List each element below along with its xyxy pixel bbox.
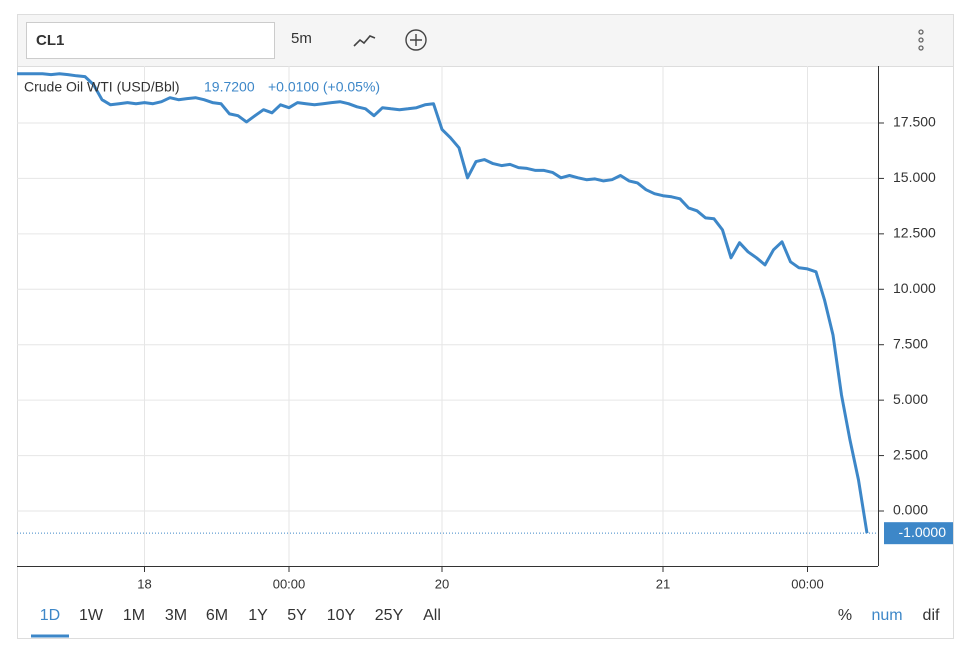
range-button[interactable]: 1M [123, 607, 145, 624]
range-button[interactable]: 6M [206, 607, 228, 624]
x-tick-label: 21 [656, 576, 670, 591]
range-button[interactable]: 3M [165, 607, 187, 624]
chart-type-icon[interactable] [353, 35, 376, 47]
legend-change: +0.0100 (+0.05%) [268, 79, 380, 95]
add-icon-plus [410, 34, 422, 46]
frame [17, 14, 954, 639]
range-button[interactable]: 10Y [327, 607, 356, 624]
y-tick-label: 17.500 [893, 114, 936, 130]
scale-mode[interactable]: num [871, 607, 902, 624]
x-tick-label: 18 [137, 576, 151, 591]
plot [17, 66, 878, 566]
range-button[interactable]: 1Y [248, 607, 268, 624]
range-button[interactable]: 1D [40, 607, 60, 624]
last-price-box [884, 522, 953, 545]
y-tick-label: 5.000 [893, 391, 928, 407]
y-tick-label: 10.000 [893, 280, 936, 296]
y-tick-label: 7.500 [893, 335, 928, 351]
interval[interactable]: 5m [291, 30, 312, 47]
symbol[interactable]: CL1 [36, 32, 64, 49]
last-price-label: -1.0000 [899, 524, 947, 540]
x-tick-label: 20 [435, 576, 449, 591]
y-tick-label: 12.500 [893, 225, 936, 241]
legend-name: Crude Oil WTI (USD/Bbl) [24, 79, 180, 95]
scale-mode[interactable]: % [838, 607, 852, 624]
symbol-input[interactable] [26, 22, 275, 59]
y-tick-label: 0.000 [893, 502, 928, 518]
scale-mode[interactable]: dif [923, 607, 940, 624]
y-tick-label: 2.500 [893, 446, 928, 462]
range-button[interactable]: All [423, 607, 441, 624]
add-icon[interactable] [405, 29, 427, 51]
range-button[interactable]: 1W [79, 607, 104, 624]
x-tick-label: 00:00 [791, 576, 824, 591]
menu-icon[interactable] [918, 29, 924, 51]
range-button[interactable]: 5Y [287, 607, 307, 624]
y-tick-label: 15.000 [893, 169, 936, 185]
bottom-bar: 1D 1W 1M 3M 6M 1Y 5Y 10Y 25Y All% num dif [31, 607, 940, 638]
range-button[interactable]: 25Y [375, 607, 404, 624]
legend-value: 19.7200 [204, 79, 255, 95]
x-tick-label: 00:00 [273, 576, 306, 591]
price-line [17, 72, 869, 534]
